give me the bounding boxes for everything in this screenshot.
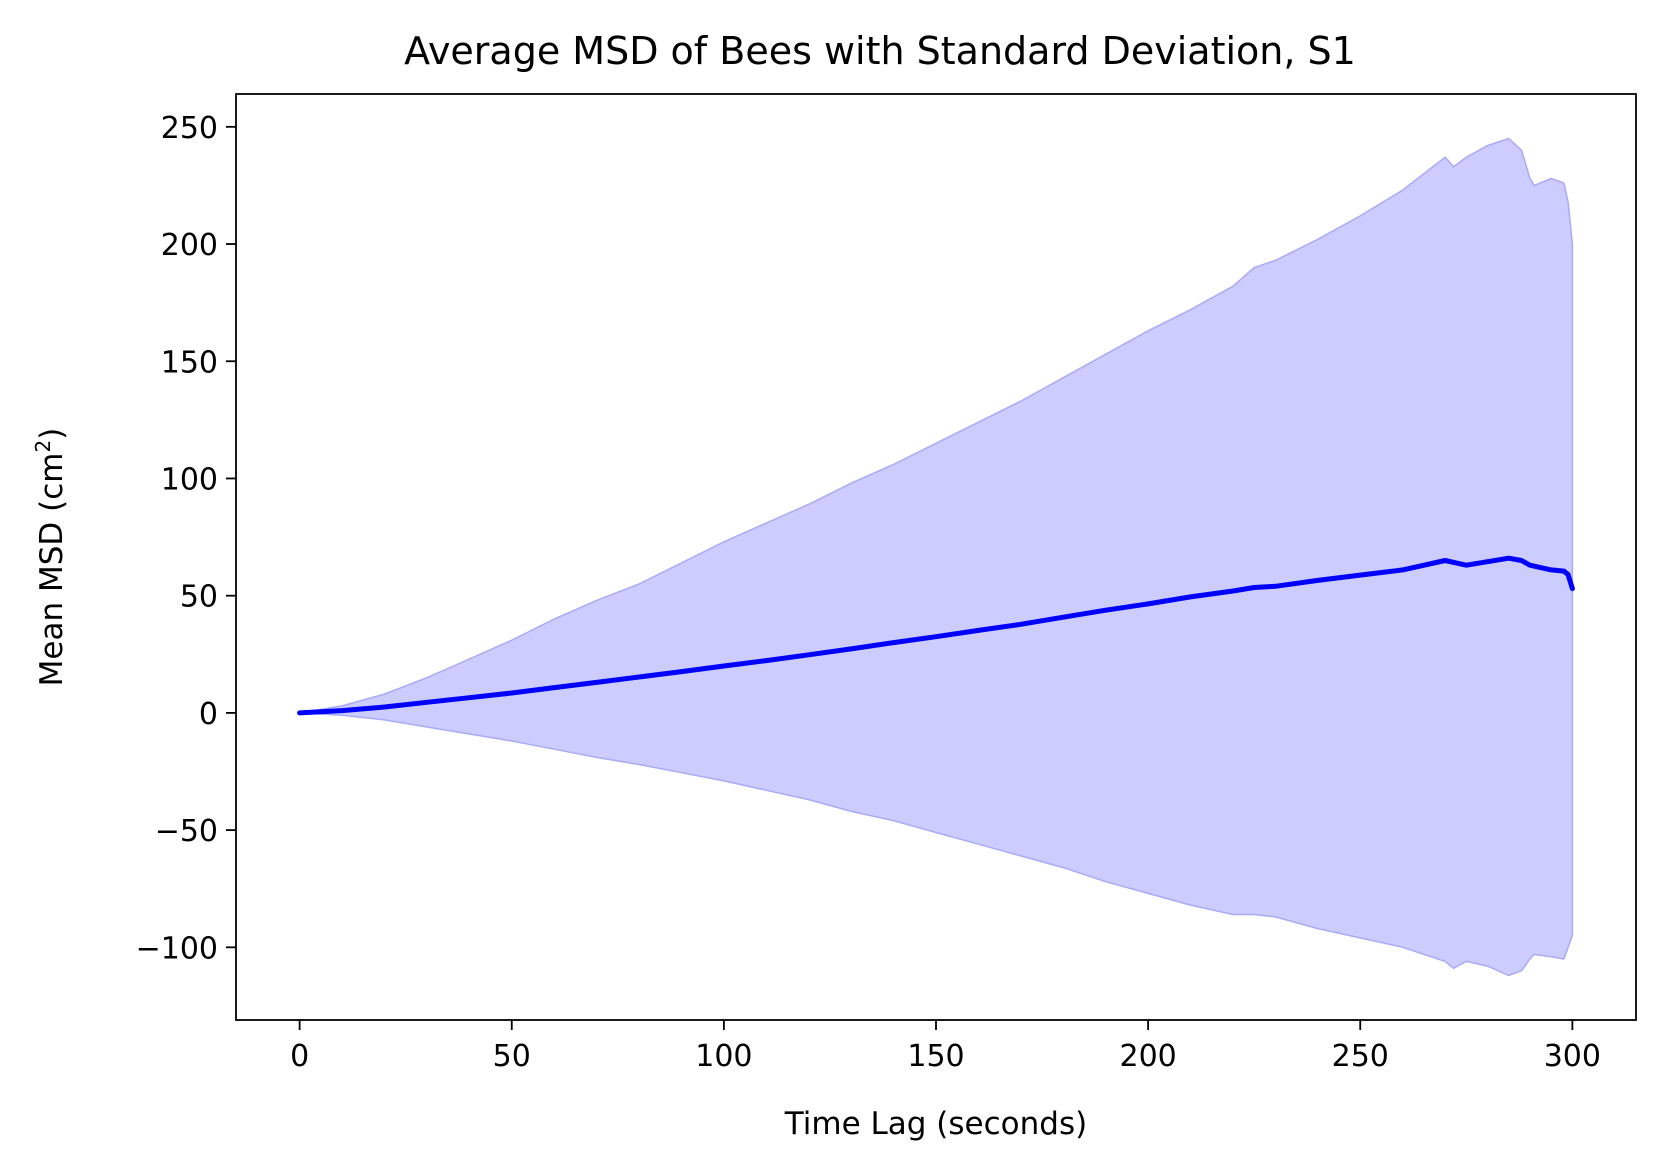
y-axis-label-main: Mean MSD (cm <box>34 453 70 687</box>
y-tick-label: 200 <box>161 228 218 263</box>
y-tick-label: 150 <box>161 345 218 380</box>
y-tick-label: −100 <box>136 931 218 966</box>
x-tick-label: 200 <box>1119 1039 1176 1074</box>
y-tick-label: 100 <box>161 462 218 497</box>
x-tick-label: 300 <box>1544 1039 1601 1074</box>
y-tick-label: 50 <box>180 580 218 615</box>
x-tick-label: 150 <box>907 1039 964 1074</box>
y-axis-label: Mean MSD (cm2) <box>31 428 70 687</box>
mean-line <box>297 555 1575 716</box>
chart-title: Average MSD of Bees with Standard Deviat… <box>404 29 1356 73</box>
x-axis-label: Time Lag (seconds) <box>784 1106 1087 1142</box>
y-tick-label: 250 <box>161 111 218 146</box>
plot-area <box>297 137 1575 977</box>
y-axis-label-suffix: ) <box>34 428 70 440</box>
x-axis: 0 50 100 150 200 250 300 <box>290 1020 1601 1074</box>
y-tick-label: −50 <box>155 814 218 849</box>
y-tick-label: 0 <box>199 697 218 732</box>
x-tick-label: 100 <box>695 1039 752 1074</box>
x-tick-label: 250 <box>1332 1039 1389 1074</box>
y-axis-label-superscript: 2 <box>31 440 55 453</box>
x-tick-label: 50 <box>493 1039 531 1074</box>
y-axis: −100 −50 0 50 100 150 200 250 <box>136 111 236 966</box>
x-tick-label: 0 <box>290 1039 309 1074</box>
